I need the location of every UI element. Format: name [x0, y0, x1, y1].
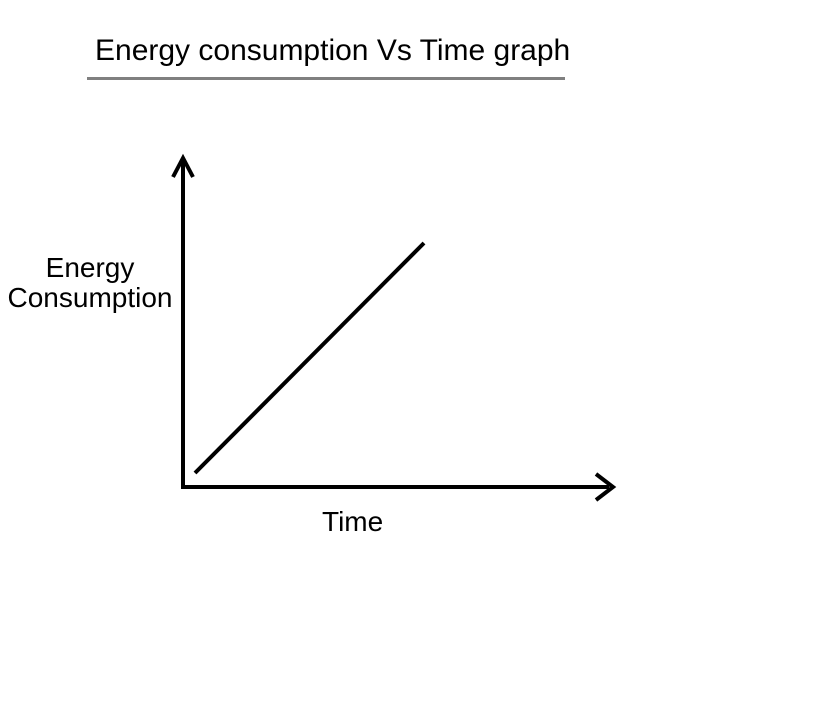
y-axis-label: Energy Consumption [0, 253, 180, 313]
chart-title: Energy consumption Vs Time graph [95, 34, 571, 67]
data-line [193, 241, 426, 475]
y-axis-arrow-icon [171, 153, 195, 178]
y-axis-label-line2: Consumption [7, 282, 173, 313]
title-underline [87, 77, 565, 80]
y-axis-label-line1: Energy [45, 252, 135, 283]
x-axis-label: Time [322, 506, 384, 537]
x-axis-arrow-icon [594, 472, 617, 502]
